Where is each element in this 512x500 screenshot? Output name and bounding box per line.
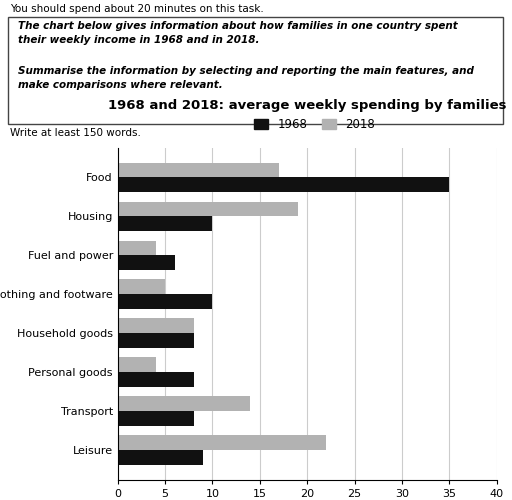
Bar [118,372,194,387]
Bar [118,240,156,256]
Bar [118,178,450,192]
Text: The chart below gives information about how families in one country spent
their : The chart below gives information about … [18,20,458,44]
Bar [118,436,326,450]
FancyBboxPatch shape [8,16,503,124]
Text: Summarise the information by selecting and reporting the main features, and
make: Summarise the information by selecting a… [18,66,474,90]
Text: You should spend about 20 minutes on this task.: You should spend about 20 minutes on thi… [10,4,264,14]
Title: 1968 and 2018: average weekly spending by families: 1968 and 2018: average weekly spending b… [108,98,506,112]
Bar [118,280,165,294]
Bar [118,333,194,348]
Bar [118,256,175,270]
Bar [118,294,212,309]
Bar [118,396,250,411]
Bar [118,358,156,372]
Bar [118,411,194,426]
Bar [118,318,194,333]
Bar [118,216,212,231]
Legend: 1968, 2018: 1968, 2018 [249,114,380,136]
Bar [118,162,279,178]
Text: Write at least 150 words.: Write at least 150 words. [10,128,141,138]
Bar [118,450,203,465]
Bar [118,202,298,216]
